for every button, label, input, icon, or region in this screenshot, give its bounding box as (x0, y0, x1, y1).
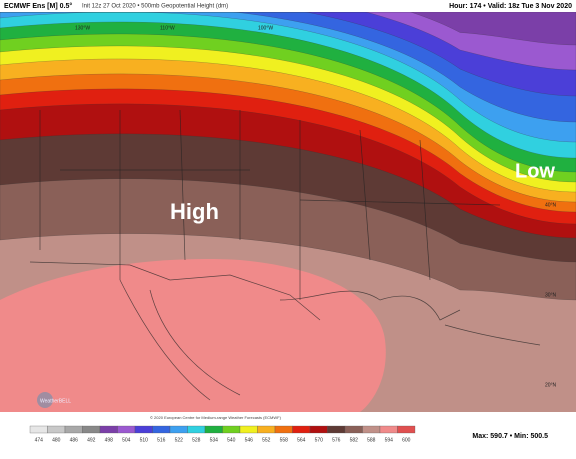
colorbar-swatch (222, 425, 241, 434)
colorbar-label: 552 (262, 437, 271, 443)
low-label: Low (515, 160, 555, 182)
colorbar-swatch (82, 425, 101, 434)
colorbar-label: 528 (192, 437, 201, 443)
colorbar-label: 492 (87, 437, 96, 443)
header-bar (0, 0, 576, 12)
border-line (359, 129, 371, 261)
colorbar-swatch (187, 425, 206, 434)
colorbar-label: 534 (210, 437, 219, 443)
colorbar-swatch (152, 425, 171, 434)
colorbar-label: 486 (70, 437, 79, 443)
longitude-label: 100°W (258, 25, 273, 31)
colorbar-swatch (64, 425, 83, 434)
colorbar-swatch (309, 425, 328, 434)
colorbar-label: 540 (227, 437, 236, 443)
colorbar-swatch (397, 425, 416, 434)
colorbar-label: 504 (122, 437, 131, 443)
border-line (179, 109, 186, 261)
colorbar-swatch (134, 425, 153, 434)
colorbar-label: 522 (175, 437, 184, 443)
high-label: High (170, 199, 219, 224)
latitude-label: 20°N (545, 382, 557, 388)
colorbar-label: 480 (52, 437, 61, 443)
latitude-label: 40°N (545, 202, 557, 208)
border-line (279, 290, 461, 321)
logo: WeatherBELL (40, 398, 71, 404)
colorbar-swatch (379, 425, 398, 434)
colorbar-label: 576 (332, 437, 341, 443)
colorbar-label: 474 (35, 437, 44, 443)
colorbar-swatch (29, 425, 48, 434)
colorbar-label: 546 (245, 437, 254, 443)
border-line (149, 289, 241, 396)
credit: © 2020 European Centre for Medium-range … (150, 415, 282, 420)
valid-time: Hour: 174 • Valid: 18z Tue 3 Nov 2020 (449, 3, 572, 10)
colorbar-swatch (292, 425, 311, 434)
colorbar-swatch (204, 425, 223, 434)
colorbar-swatch (99, 425, 118, 434)
colorbar-swatch (47, 425, 66, 434)
subtitle: Init 12z 27 Oct 2020 • 500mb Geopotentia… (82, 4, 228, 10)
colorbar-label: 570 (315, 437, 324, 443)
logo-mark (37, 392, 53, 408)
title: ECMWF Ens [M] 0.5° (4, 2, 72, 10)
colorbar-swatch (169, 425, 188, 434)
border-line (119, 279, 211, 401)
border-line (299, 199, 501, 206)
longitude-label: 130°W (75, 25, 90, 31)
stats: Max: 590.7 • Min: 500.5 (472, 433, 548, 440)
colorbar-swatch (257, 425, 276, 434)
map: High Low 130°W 110°W 100°W 40°N 30°N 20°N Weathe… (0, 0, 576, 420)
longitude-label: 110°W (160, 25, 175, 31)
colorbar-label: 510 (140, 437, 149, 443)
colorbar-swatch (327, 425, 346, 434)
colorbar-swatch (117, 425, 136, 434)
latitude-label: 30°N (545, 292, 557, 298)
colorbar-swatch (344, 425, 363, 434)
colorbar-label: 588 (367, 437, 376, 443)
colorbar-label: 594 (385, 437, 394, 443)
height-area (0, 259, 386, 412)
colorbar-swatch (239, 425, 258, 434)
colorbar-swatch (362, 425, 381, 434)
colorbar-label: 558 (280, 437, 289, 443)
colorbar-swatch (274, 425, 293, 434)
colorbar-label: 498 (105, 437, 114, 443)
colorbar-label: 582 (350, 437, 359, 443)
border-line (419, 139, 431, 281)
colorbar-label: 564 (297, 437, 306, 443)
colorbar-label: 600 (402, 437, 411, 443)
border-line (444, 324, 541, 346)
colorbar-label: 516 (157, 437, 166, 443)
